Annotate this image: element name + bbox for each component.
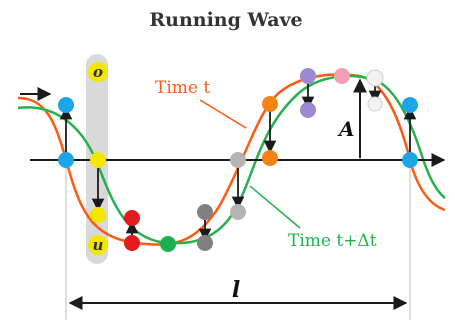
particle-purple-lower [300,102,316,118]
particle-yellow-axis [90,152,106,168]
particle-cyan-left-axis [58,152,74,168]
wave-time-t [17,73,446,246]
particle-yellow-low [90,207,106,223]
particle-orange-upper [262,96,278,112]
particle-gray-dark-lower [197,235,213,251]
point-o-marker [88,62,108,82]
amplitude-label: A [337,117,355,141]
particle-purple-upper [300,68,316,84]
wavelength-label: l [232,277,240,303]
particle-white-upper [366,69,384,87]
particle-cyan-left-top [58,97,74,113]
point-u-label: u [93,236,104,254]
particle-gray-dark-upper [197,204,213,220]
time-t-label: Time t [155,78,210,98]
particle-gray-light-axis [230,152,246,168]
diagram-title: Running Wave [149,9,302,31]
point-o-label: o [93,63,103,81]
particle-orange-lower [262,150,278,166]
time-t-dt-leader [249,185,301,229]
particle-cyan-right-top [402,97,418,113]
particle-cyan-right-axis [402,152,418,168]
particle-gray-light-low [230,204,246,220]
point-u-marker [88,235,108,255]
time-t-leader [199,99,247,129]
particle-red-upper [124,210,140,226]
time-t-dt-label: Time t+Δt [288,231,377,251]
particle-red-lower [124,235,140,251]
particle-white-lower [367,96,383,112]
particle-pink [334,68,350,84]
particle-green [160,236,176,252]
